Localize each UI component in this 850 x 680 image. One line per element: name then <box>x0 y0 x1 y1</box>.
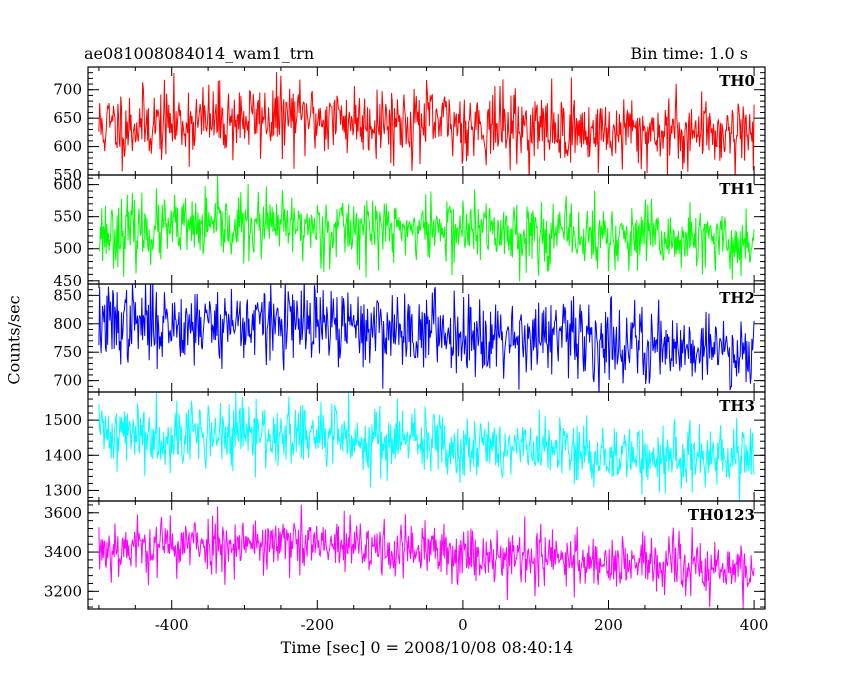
panel-th0: 550 600 650 700 TH0 <box>53 66 766 184</box>
series-label-th0123: TH0123 <box>688 506 755 524</box>
series-line-th1 <box>98 176 755 282</box>
y-tick-label: 600 <box>53 138 82 156</box>
series-label-th0: TH0 <box>719 72 755 90</box>
y-tick-label: 3400 <box>44 543 82 561</box>
x-axis-label: Time [sec] 0 = 2008/10/08 08:40:14 <box>280 638 574 657</box>
y-tick-label: 500 <box>53 240 82 258</box>
x-tick-label: 0 <box>458 616 468 634</box>
series-line-th0123 <box>98 504 755 609</box>
y-tick-label: 850 <box>53 286 82 304</box>
x-tick-label: 200 <box>594 616 623 634</box>
y-axis-label: Counts/sec <box>4 295 24 385</box>
x-tick-label: 400 <box>740 616 769 634</box>
panel-th2: 700 750 800 850 TH2 <box>53 283 766 393</box>
y-tick-label: 700 <box>53 81 82 99</box>
panel-th3: 1300 1400 1500 TH3 <box>44 391 766 502</box>
series-label-th2: TH2 <box>719 289 755 307</box>
y-tick-label: 750 <box>53 343 82 361</box>
y-tick-label: 450 <box>53 272 82 290</box>
y-tick-label: 550 <box>53 208 82 226</box>
series-line-th0 <box>98 72 755 175</box>
y-tick-label: 800 <box>53 315 82 333</box>
series-label-th3: TH3 <box>719 397 755 415</box>
y-tick-label: 550 <box>53 166 82 184</box>
panel-th1: 450 500 550 600 TH1 <box>53 174 766 290</box>
panel-th0123: 3200 3400 3600 TH0123 <box>44 500 766 610</box>
y-tick-label: 1400 <box>44 446 82 464</box>
y-tick-label: 600 <box>53 176 82 194</box>
y-tick-label: 1300 <box>44 481 82 499</box>
y-tick-label: 1500 <box>44 411 82 429</box>
series-line-th3 <box>98 392 755 501</box>
series-label-th1: TH1 <box>719 180 755 198</box>
chart-title: ae081008084014_wam1_trn <box>84 44 315 63</box>
y-tick-label: 3600 <box>44 504 82 522</box>
series-line-th2 <box>98 284 755 392</box>
y-tick-label: 700 <box>53 372 82 390</box>
x-tick-label: -400 <box>155 616 189 634</box>
bin-time-label: Bin time: 1.0 s <box>630 44 748 63</box>
x-tick-label: -200 <box>300 616 334 634</box>
y-tick-label: 3200 <box>44 582 82 600</box>
y-tick-label: 650 <box>53 109 82 127</box>
